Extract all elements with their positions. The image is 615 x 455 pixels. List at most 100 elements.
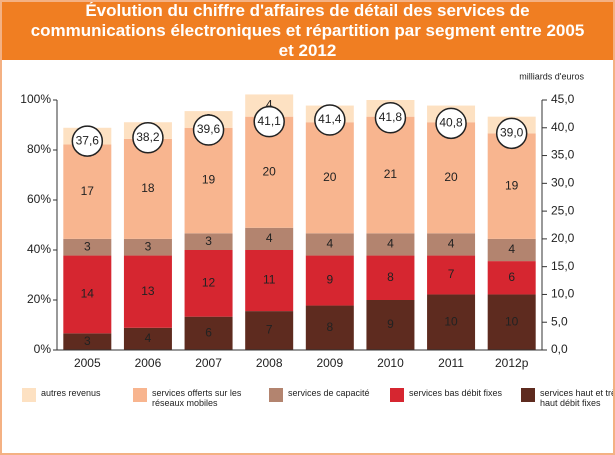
bar-value-label: 3: [84, 334, 91, 348]
bar-segment: [305, 122, 354, 234]
y2-tick-label: 0,0: [551, 342, 568, 356]
total-label: 39,0: [500, 126, 524, 140]
total-label: 41,4: [318, 112, 342, 126]
legend-item: autres revenus: [22, 388, 121, 402]
y2-tick-label: 20,0: [551, 231, 575, 245]
total-marker: [253, 105, 285, 138]
x-tick-label: 2009: [316, 356, 343, 370]
bar-segment: [63, 238, 112, 256]
legend-item: services haut et très haut débit fixes: [521, 388, 615, 408]
bar-segment: [427, 255, 476, 295]
bar-value-label: 19: [505, 178, 519, 192]
bar-value-label: 10: [444, 314, 458, 328]
bar-value-label: 4: [448, 237, 455, 251]
x-tick-label: 2011: [438, 356, 464, 370]
bar-value-label: 3: [84, 239, 91, 253]
bar-value-label: 12: [202, 276, 216, 290]
legend: autres revenus services offerts sur les r…: [22, 388, 613, 420]
legend-swatch: [521, 388, 535, 402]
bar-segment: [305, 255, 354, 306]
y2-tick-label: 30,0: [551, 176, 575, 190]
bar-value-label: 17: [81, 184, 95, 198]
bar-segment: [305, 233, 354, 256]
y2-tick-label: 5,0: [551, 314, 568, 328]
bar-segment: [487, 238, 536, 262]
total-label: 38,2: [136, 130, 160, 144]
total-marker: [132, 122, 164, 154]
y-tick-label: 100%: [20, 92, 51, 106]
total-label: 40,8: [439, 116, 463, 130]
bar-segment: [487, 133, 536, 239]
bar-value-label: 19: [202, 173, 216, 187]
bar-segment: [184, 250, 233, 317]
bar-value-label: 10: [505, 314, 519, 328]
bar-value-label: 9: [326, 273, 333, 287]
chart-title: Évolution du chiffre d'affaires de détai…: [2, 2, 613, 60]
y2-tick-label: 25,0: [551, 203, 575, 217]
bar-value-label: 4: [508, 242, 515, 256]
legend-label: services haut et très haut débit fixes: [540, 388, 615, 408]
total-label: 37,6: [76, 133, 100, 147]
bar-value-label: 4: [326, 237, 333, 251]
bar-value-label: 14: [81, 287, 95, 301]
total-marker: [495, 117, 528, 150]
bar-segment: [487, 294, 536, 350]
legend-swatch: [269, 388, 283, 402]
bar-value-label: 7: [266, 323, 273, 337]
legend-label: autres revenus: [41, 388, 101, 398]
legend-label: services bas débit fixes: [409, 388, 503, 398]
bar-value-label: 20: [263, 164, 277, 178]
bar-segment: [63, 333, 112, 350]
bar-segment: [427, 294, 476, 350]
total-label: 39,6: [197, 122, 221, 136]
bar-value-label: 20: [444, 170, 458, 184]
legend-item: services bas débit fixes: [390, 388, 509, 402]
x-tick-label: 2010: [377, 356, 404, 370]
y-tick-label: 40%: [27, 242, 51, 256]
y2-axis-label: milliards d'euros: [519, 71, 584, 81]
legend-swatch: [133, 388, 147, 402]
bar-value-label: 4: [145, 331, 152, 345]
bar-segment: [63, 144, 112, 239]
bar-value-label: 13: [141, 284, 155, 298]
bar-value-label: 18: [141, 181, 155, 195]
bar-value-label: 9: [387, 317, 394, 331]
legend-swatch: [390, 388, 404, 402]
legend-item: services de capacité: [269, 388, 378, 402]
bar-segment: [63, 255, 112, 334]
bar-segment: [123, 138, 172, 239]
total-marker: [314, 104, 346, 136]
bar-value-label: 21: [384, 167, 398, 181]
bar-value-label: 4: [266, 98, 273, 112]
bar-value-label: 4: [266, 231, 273, 245]
y2-tick-label: 35,0: [551, 148, 575, 162]
legend-swatch: [22, 388, 36, 402]
bar-segment: [123, 255, 172, 328]
bar-segment: [427, 122, 476, 234]
bar-segment: [487, 261, 536, 295]
total-marker: [435, 107, 467, 140]
total-marker: [192, 114, 225, 146]
x-tick-label: 2008: [256, 356, 283, 370]
total-label: 41,1: [258, 114, 282, 128]
bar-segment: [123, 238, 172, 256]
x-tick-label: 2005: [74, 356, 101, 370]
x-tick-label: 2006: [135, 356, 162, 370]
y2-tick-label: 45,0: [551, 92, 575, 106]
bar-segment: [184, 233, 233, 250]
y2-tick-label: 15,0: [551, 259, 575, 273]
bar-value-label: 4: [387, 237, 394, 251]
total-marker: [71, 125, 104, 157]
bar-value-label: 8: [387, 270, 394, 284]
bar-segment: [366, 300, 415, 350]
y-tick-label: 20%: [27, 292, 51, 306]
bar-segment: [245, 311, 294, 350]
bar-value-label: 20: [323, 170, 337, 184]
bar-value-label: 6: [205, 326, 212, 340]
bar-value-label: 6: [508, 270, 515, 284]
bar-segment: [123, 327, 172, 350]
bar-value-label: 3: [145, 239, 152, 253]
y-tick-label: 0%: [34, 342, 52, 356]
